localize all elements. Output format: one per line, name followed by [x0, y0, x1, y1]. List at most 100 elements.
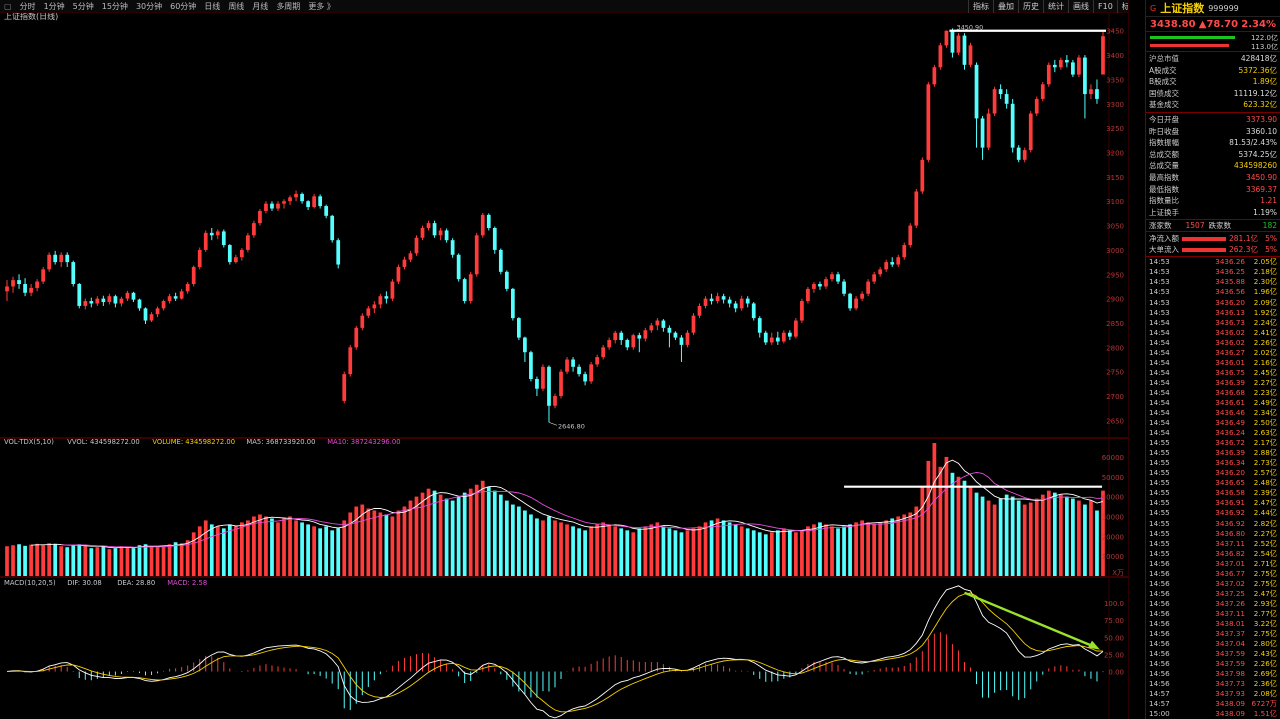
tick-row: 14:55 3436.72 2.17亿 [1146, 438, 1280, 448]
candle-body [541, 366, 545, 389]
tick-time: 14:54 [1149, 408, 1170, 418]
buy-sell-bars: 122.0亿 113.0亿 [1146, 32, 1280, 52]
stat-row: 基金成交 623.32亿 [1146, 99, 1280, 111]
period-tab-4[interactable]: 30分钟 [135, 1, 163, 11]
volume-bar [155, 547, 160, 576]
candle-body [438, 230, 443, 236]
candle-body [330, 215, 335, 241]
tick-row: 14:54 3436.27 2.02亿 [1146, 348, 1280, 358]
candle-body [902, 245, 907, 258]
volume-bar [908, 512, 913, 576]
volume-bar [607, 524, 612, 576]
candle-body [1022, 150, 1027, 160]
candle-body [125, 292, 130, 299]
volume-bar [872, 524, 877, 576]
right-tab-2[interactable]: 历史 [1018, 0, 1043, 13]
candle-body [848, 293, 852, 309]
tick-price: 3436.13 [1215, 307, 1245, 317]
volume-bar [462, 492, 467, 576]
volume-bar [878, 522, 883, 576]
volume-bar [757, 532, 762, 576]
tick-volume: 2.82亿 [1253, 518, 1277, 528]
toolbar-menu-icon[interactable]: ▢ [4, 1, 12, 11]
candle-body [246, 235, 250, 250]
period-tab-3[interactable]: 15分钟 [101, 1, 128, 11]
candle-body [432, 223, 437, 236]
stat-label: 总成交量 [1149, 161, 1179, 171]
stat-row: 国债成交 11119.12亿 [1146, 88, 1280, 100]
tick-volume: 2.69亿 [1253, 669, 1277, 679]
tick-time: 14:54 [1149, 317, 1170, 327]
tick-price: 3437.59 [1215, 649, 1245, 659]
candle-body [781, 332, 786, 342]
period-tab-5[interactable]: 60分钟 [170, 1, 197, 11]
period-tab-0[interactable]: 分时 [19, 1, 36, 11]
candle-body [252, 223, 256, 236]
candle-body [510, 288, 515, 319]
candle-body [1040, 84, 1045, 99]
right-tab-5[interactable]: F10 [1093, 0, 1117, 13]
volume-bar [342, 520, 347, 576]
period-tab-7[interactable]: 周线 [228, 1, 245, 11]
tick-price: 3437.98 [1215, 669, 1245, 679]
volume-bar [246, 520, 250, 576]
stat-label: 指数振幅 [1149, 138, 1179, 148]
volume-bar [643, 526, 648, 576]
stat-label: B股成交 [1149, 77, 1177, 87]
tick-time: 14:54 [1149, 397, 1170, 407]
tick-time: 14:56 [1149, 588, 1170, 598]
period-tab-2[interactable]: 5分钟 [72, 1, 94, 11]
candle-body [523, 337, 527, 353]
right-tab-0[interactable]: 指标 [968, 0, 993, 13]
tick-row: 14:56 3437.25 2.47亿 [1146, 589, 1280, 599]
period-tab-10[interactable]: 更多 》 [308, 1, 335, 11]
volume-bar [980, 496, 985, 576]
tick-row: 14:55 3437.11 2.52亿 [1146, 539, 1280, 549]
right-tab-4[interactable]: 画线 [1068, 0, 1093, 13]
volume-bar [781, 528, 786, 576]
volume-bar [95, 547, 100, 576]
volume-bar [932, 443, 937, 576]
tick-time: 14:56 [1149, 568, 1170, 578]
tick-price: 3437.73 [1215, 679, 1245, 689]
period-tab-6[interactable]: 日线 [204, 1, 221, 11]
tick-price: 3436.68 [1215, 387, 1245, 397]
volume-bar [282, 518, 286, 576]
macd-legend-1: DIF: 30.08 [67, 579, 102, 587]
tick-volume: 2.39亿 [1253, 488, 1277, 498]
price-tick-11: 2900 [1106, 296, 1124, 304]
tick-volume: 1.96亿 [1253, 287, 1277, 297]
tick-volume: 2.47亿 [1253, 498, 1277, 508]
period-tab-9[interactable]: 多周期 [276, 1, 301, 11]
tick-volume: 2.49亿 [1253, 397, 1277, 407]
volume-bar [523, 510, 527, 576]
candle-body [11, 280, 15, 287]
tick-row: 14:53 3435.88 2.30亿 [1146, 277, 1280, 287]
candle-body [787, 332, 792, 337]
volume-bar [637, 528, 642, 576]
period-tab-1[interactable]: 1分钟 [43, 1, 65, 11]
period-tab-8[interactable]: 月线 [252, 1, 269, 11]
volume-bar [926, 460, 931, 576]
candle-body [998, 89, 1003, 95]
right-tab-1[interactable]: 叠加 [993, 0, 1018, 13]
tick-row: 14:57 3437.93 2.08亿 [1146, 689, 1280, 699]
candle-body [474, 235, 479, 275]
volume-bar [1077, 500, 1081, 576]
right-tab-3[interactable]: 统计 [1043, 0, 1068, 13]
volume-bar [992, 504, 997, 576]
tick-volume: 2.02亿 [1253, 347, 1277, 357]
tick-row: 14:56 3437.59 2.26亿 [1146, 659, 1280, 669]
tick-list[interactable]: 14:53 3436.26 2.05亿 14:53 3436.25 2.18亿 14:53 3… [1146, 257, 1280, 719]
tick-row: 14:55 3436.92 2.44亿 [1146, 508, 1280, 518]
candle-body [679, 337, 684, 345]
volume-bar [914, 506, 919, 576]
volume-bar [5, 546, 9, 576]
tick-row: 14:55 3436.34 2.73亿 [1146, 458, 1280, 468]
tick-time: 14:54 [1149, 418, 1170, 428]
tick-price: 3436.72 [1215, 438, 1245, 448]
tick-price: 3438.09 [1215, 699, 1245, 709]
price-tick-14: 2750 [1106, 369, 1124, 377]
candle-body [715, 296, 720, 302]
stat-label: 基金成交 [1149, 100, 1179, 110]
